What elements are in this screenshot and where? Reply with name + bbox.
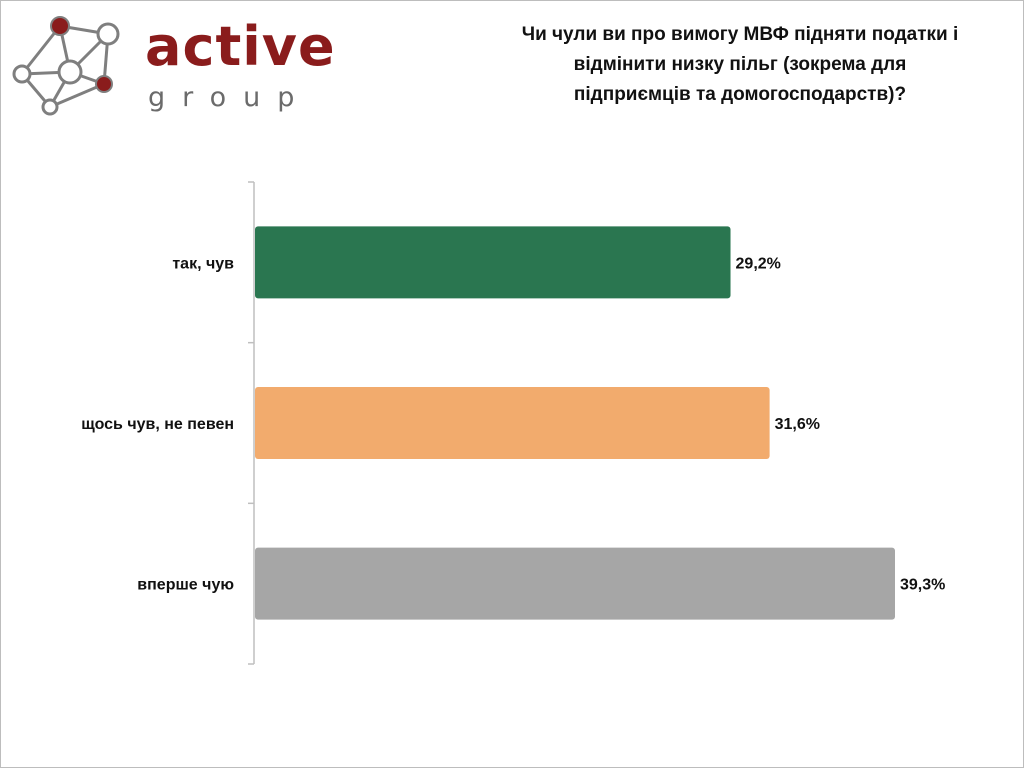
logo-wordmark: active (145, 15, 336, 78)
category-label: так, чув (172, 255, 234, 272)
logo-subtitle: group (148, 82, 312, 113)
value-label: 29,2% (736, 255, 781, 272)
category-label: вперше чую (137, 577, 234, 594)
active-group-logo: active group (8, 12, 338, 120)
bar (255, 547, 895, 620)
chart-title-line: відмінити низку пільг (зокрема для (573, 54, 907, 75)
bar (255, 387, 770, 459)
category-label: щось чув, не певен (81, 416, 234, 433)
value-label: 31,6% (775, 416, 820, 433)
chart-title-line: Чи чули ви про вимогу МВФ підняти податк… (521, 24, 959, 45)
chart-title: Чи чули ви про вимогу МВФ підняти податк… (470, 20, 1010, 110)
chart-title-line: підприємців та домогосподарств)? (573, 84, 907, 105)
value-label: 39,3% (900, 577, 945, 594)
network-logo-icon (12, 16, 120, 116)
bar (255, 226, 731, 299)
